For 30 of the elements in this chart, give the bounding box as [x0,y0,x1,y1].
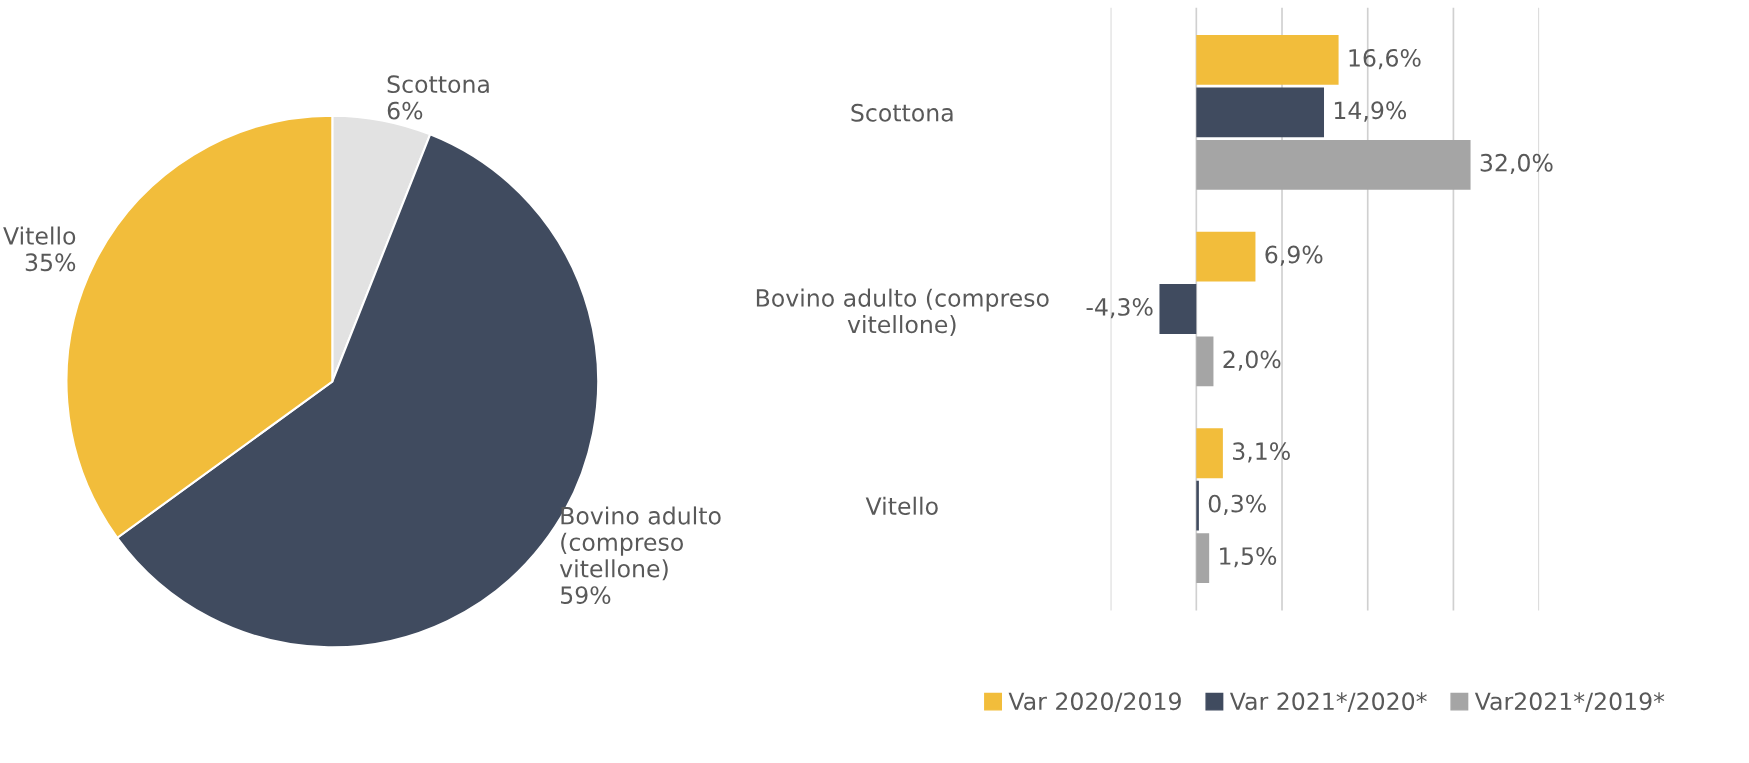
legend-label: Var2021*/2019* [1474,692,1665,713]
y-tick-label: Bovino adulto (compreso vitellone) [756,288,1049,337]
data-label: 6% [387,101,423,120]
bar [1196,533,1210,583]
data-label: 14,9% [1334,101,1407,122]
bar [1196,336,1214,387]
slice-label: Scottona [387,75,489,94]
bar [1196,87,1325,138]
bar [1196,231,1256,282]
bar [1196,35,1339,85]
legend-label: Var 2021*/2020* [1229,692,1427,713]
bar [1159,284,1197,334]
data-label: 59% [561,586,611,604]
y-tick-label: Vitello [865,496,938,515]
data-label: 16,6% [1349,48,1421,70]
slice-label: Bovino adulto (compreso vitellone) [559,506,721,581]
data-label: 1,5% [1220,547,1277,568]
data-label: 32,0% [1480,153,1553,175]
data-label: 3,1% [1233,442,1290,463]
data-label: 6,9% [1265,245,1323,266]
data-label: -4,3% [1086,298,1153,319]
data-label: 0,3% [1208,494,1266,515]
bar [1196,428,1223,479]
y-tick-label: Scottona [851,103,953,122]
slice-label: Vitello [3,226,76,245]
legend-label: Var 2020/2019 [1008,692,1181,713]
data-label: 2,0% [1223,350,1281,371]
bar [1196,139,1471,190]
data-label: 35% [25,253,76,272]
bar [1196,480,1199,531]
